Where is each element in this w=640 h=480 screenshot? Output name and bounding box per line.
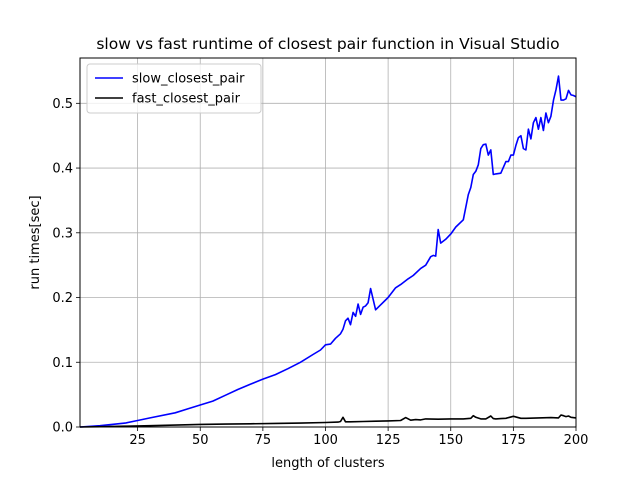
y-tick-label: 0.4 (52, 162, 73, 177)
plot-frame (79, 57, 577, 428)
x-tick-label: 200 (564, 433, 589, 448)
x-axis-label: length of clusters (271, 456, 384, 471)
x-tick-label: 125 (376, 433, 401, 448)
x-tick-label: 175 (501, 433, 526, 448)
y-tick-label: 0.1 (52, 356, 73, 371)
y-tick-label: 0.2 (52, 291, 73, 306)
x-tick-label: 150 (438, 433, 463, 448)
plot-series (79, 75, 577, 428)
x-tick-label: 25 (129, 433, 146, 448)
legend-entry-label: fast_closest_pair (132, 92, 241, 107)
series-line-slow_closest_pair (79, 75, 577, 428)
legend-box (86, 63, 262, 114)
legend-entry-label: slow_closest_pair (132, 72, 245, 87)
x-tick-label: 50 (192, 433, 209, 448)
x-tick-label: 75 (255, 433, 272, 448)
y-axis-ticks: 0.0 0.1 0.2 0.3 0.4 0.5 (52, 97, 80, 436)
y-tick-label: 0.5 (52, 97, 73, 112)
x-axis-ticks: 25 50 75 100 125 150 175 200 (129, 427, 588, 448)
y-tick-label: 0.3 (52, 226, 73, 241)
chart-title: slow vs fast runtime of closest pair fun… (96, 35, 559, 53)
series-line-fast_closest_pair (79, 414, 577, 428)
y-axis-label: run times[sec] (28, 195, 43, 289)
x-tick-label: 100 (313, 433, 338, 448)
y-tick-label: 0.0 (52, 421, 73, 436)
legend: slow_closest_pair fast_closest_pair (86, 63, 262, 114)
